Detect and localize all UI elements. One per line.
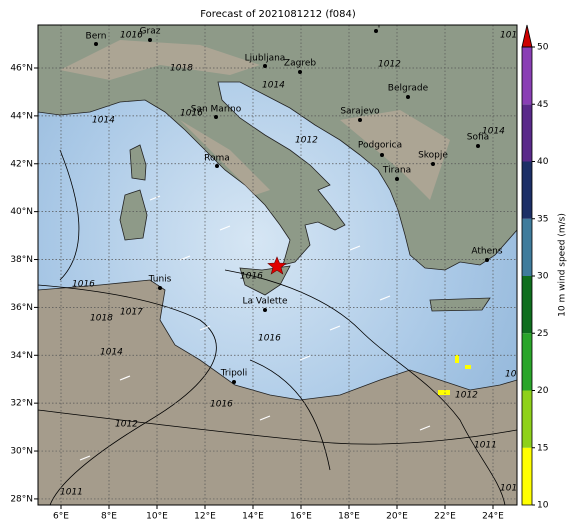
x-tick-label: 14°E [242, 512, 264, 522]
colorbar-segment [522, 47, 532, 105]
colorbar-segment [522, 333, 532, 391]
city-label: Graz [140, 27, 161, 37]
city-label: Podgorica [358, 141, 402, 151]
colorbar-extend [521, 24, 533, 48]
colorbar-segment [522, 276, 532, 334]
y-tick-label: 42°N [10, 159, 33, 169]
colorbar: 10 15 20 25 30 35 40 45 50 [521, 24, 549, 511]
city-label: Belgrade [388, 84, 429, 94]
x-tick-label: 20°E [386, 512, 408, 522]
x-tick-label: 24°E [482, 512, 504, 522]
colorbar-tick-label: 25 [537, 329, 548, 339]
colorbar-tick-label: 10 [537, 501, 549, 511]
isobar-label: 1016 [500, 31, 523, 41]
isobar-label: 1016 [180, 109, 203, 119]
y-tick-label: 46°N [10, 64, 33, 74]
colorbar-tick-label: 30 [537, 272, 549, 282]
colorbar-tick-label: 50 [537, 43, 549, 53]
x-tick-label: 6°E [53, 512, 69, 522]
isobar-label: 1011 [474, 441, 497, 451]
land-sicily [239, 265, 291, 296]
map-area: 1016 1018 1014 1012 1016 1014 1016 1016 … [38, 19, 528, 505]
isobar-label: 1017 [120, 308, 143, 318]
city-label: Bern [86, 32, 107, 42]
x-tick-label: 10°E [146, 512, 168, 522]
isobar-label: 1012 [378, 60, 401, 70]
land-crete [429, 297, 491, 312]
x-tick-label: 18°E [338, 512, 360, 522]
city-label: Tunis [148, 275, 172, 285]
colorbar-tick-label: 45 [537, 100, 548, 110]
y-tick-label: 40°N [10, 207, 33, 217]
y-tick-label: 32°N [10, 399, 33, 409]
y-tick-label: 34°N [10, 351, 33, 361]
isobar-labels: 1016 1018 1014 1012 1016 1014 1016 1016 … [60, 31, 528, 498]
land-sardinia [119, 189, 148, 241]
colorbar-tick-label: 35 [537, 214, 548, 224]
isobar-label: 1012 [115, 420, 138, 430]
colorbar-tick-label: 40 [537, 157, 549, 167]
map-frame [37, 24, 518, 506]
city-label: Skopje [418, 151, 448, 161]
x-tick-label: 12°E [194, 512, 216, 522]
isobar-label: 1014 [92, 116, 115, 126]
city-label: Athens [471, 247, 502, 257]
graticule [38, 25, 517, 505]
x-tick-label: 8°E [101, 512, 117, 522]
y-tick-label: 44°N [10, 111, 33, 121]
colorbar-segment [522, 161, 532, 219]
city-label: Sarajevo [340, 107, 380, 117]
axes: 6°E 8°E 10°E 12°E 14°E 16°E 18°E 20°E 22°E 24°E 28… [10, 64, 504, 522]
storm-marker [267, 256, 287, 275]
land-corsica [129, 144, 147, 181]
colorbar-segment [522, 447, 532, 505]
x-tick-label: 16°E [290, 512, 312, 522]
isobar-label: 1016 [258, 334, 281, 344]
isobar-label: 1011 [60, 488, 83, 498]
colorbar-segment [522, 390, 532, 448]
land-europe [38, 25, 517, 271]
city-label: Ljubljana [245, 54, 286, 64]
isobar-label: 1014 [482, 127, 505, 137]
city-label: Sofia [467, 133, 489, 143]
city-label: Roma [204, 154, 230, 164]
colorbar-tick-label: 20 [537, 386, 549, 396]
wind-patches [438, 355, 471, 395]
colorbar-segment [522, 104, 532, 162]
x-tick-label: 22°E [434, 512, 456, 522]
city-label: San Marino [191, 105, 242, 115]
map-title: Forecast of 2021081212 (f084) [200, 9, 356, 20]
colorbar-segment [522, 218, 532, 276]
colorbar-tick-label: 15 [537, 443, 548, 453]
y-tick-label: 28°N [10, 494, 33, 504]
land-mountains [60, 40, 450, 200]
city-label: Tirana [382, 166, 411, 176]
city-label: Budapest [355, 19, 398, 29]
isobar-label: 1014 [100, 348, 123, 358]
y-tick-label: 36°N [10, 303, 33, 313]
city-label: Tripoli [220, 369, 248, 379]
isobar-label: 1018 [170, 64, 193, 74]
isobar-label: 1010 [500, 484, 523, 494]
colorbar-label: 10 m wind speed (m/s) [558, 213, 568, 317]
wind-barbs [79, 195, 431, 461]
isobar-label: 1016 [120, 31, 143, 41]
isobar-label: 1012 [455, 391, 478, 401]
isobar-label: 1016 [240, 272, 263, 282]
city-label: Zagreb [284, 59, 316, 69]
y-tick-label: 30°N [10, 447, 33, 457]
isobar-label: 1016 [210, 400, 233, 410]
isobar-label: 1011 [505, 370, 528, 380]
city-label: La Valette [243, 297, 288, 307]
isobar-label: 1018 [90, 314, 113, 324]
y-tick-label: 38°N [10, 255, 33, 265]
isobar-label: 1016 [72, 280, 95, 290]
cities: Bern Graz Ljubljana Zagreb Budapest San … [86, 19, 503, 384]
isobar-label: 1014 [262, 81, 285, 91]
isobar-label: 1012 [295, 136, 318, 146]
